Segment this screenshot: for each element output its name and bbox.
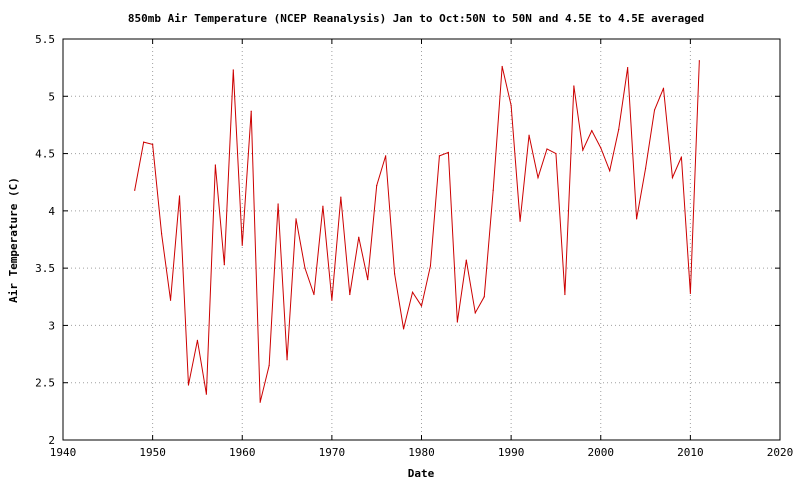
y-tick-label: 4 xyxy=(48,205,55,218)
x-tick-label: 1990 xyxy=(498,446,525,459)
x-tick-label: 1980 xyxy=(408,446,435,459)
y-tick-label: 4.5 xyxy=(35,148,55,161)
data-point-1993 xyxy=(537,177,539,179)
data-point-1983 xyxy=(447,151,449,154)
data-point-1988 xyxy=(492,189,494,191)
data-point-1981 xyxy=(429,265,432,267)
data-point-1984 xyxy=(456,321,458,323)
data-point-2004 xyxy=(636,218,638,220)
data-series xyxy=(134,60,700,403)
data-point-1957 xyxy=(214,164,216,166)
data-point-1987 xyxy=(483,296,485,298)
data-point-1991 xyxy=(519,220,521,222)
data-point-2006 xyxy=(653,109,656,111)
data-point-1953 xyxy=(178,195,181,197)
data-point-1965 xyxy=(286,359,288,361)
data-point-1975 xyxy=(376,185,378,187)
y-tick-label: 5.5 xyxy=(35,33,55,46)
data-point-1972 xyxy=(349,293,351,296)
data-point-2008 xyxy=(671,177,674,179)
data-point-1997 xyxy=(573,85,575,87)
data-point-1974 xyxy=(367,279,369,281)
y-tick-label: 3.5 xyxy=(35,262,55,275)
data-point-1995 xyxy=(555,152,557,155)
data-point-1961 xyxy=(250,110,252,112)
data-point-1951 xyxy=(160,233,163,235)
data-point-2000 xyxy=(600,147,602,149)
data-point-1971 xyxy=(340,196,342,198)
data-point-1996 xyxy=(564,293,566,296)
y-tick-label: 5 xyxy=(48,90,55,103)
x-tick-label: 2010 xyxy=(677,446,704,459)
data-point-1955 xyxy=(196,339,199,341)
data-point-1966 xyxy=(295,218,297,220)
data-point-1979 xyxy=(411,291,414,293)
data-point-1959 xyxy=(232,69,234,71)
data-point-1956 xyxy=(205,393,207,395)
data-point-2001 xyxy=(609,170,611,172)
y-axis: 2 2.5 3 3.5 4 4.5 5 5.5 xyxy=(35,33,780,447)
data-point-1973 xyxy=(358,236,360,238)
data-point-1999 xyxy=(591,130,593,132)
data-point-2007 xyxy=(662,87,665,89)
data-point-1990 xyxy=(510,104,512,107)
x-tick-label: 1970 xyxy=(319,446,346,459)
data-point-1992 xyxy=(528,134,530,136)
data-point-1989 xyxy=(501,65,503,68)
data-point-1952 xyxy=(169,299,172,301)
data-point-1985 xyxy=(465,259,467,261)
series-line-0 xyxy=(134,60,700,403)
data-point-1986 xyxy=(474,312,476,314)
data-point-1960 xyxy=(241,244,243,246)
data-point-1967 xyxy=(304,267,306,269)
plot-frame xyxy=(62,38,781,441)
data-point-2009 xyxy=(680,156,683,158)
data-point-1976 xyxy=(385,155,387,157)
grid-lines xyxy=(63,39,780,440)
data-point-1998 xyxy=(582,149,584,151)
data-point-1968 xyxy=(313,293,315,296)
chart-title: 850mb Air Temperature (NCEP Reanalysis) … xyxy=(128,12,704,25)
x-tick-label: 1960 xyxy=(229,446,256,459)
data-point-1962 xyxy=(259,401,261,403)
data-point-1963 xyxy=(268,364,270,367)
y-axis-label: Air Temperature (C) xyxy=(7,177,20,303)
data-point-2010 xyxy=(689,292,691,294)
x-tick-label: 1940 xyxy=(50,446,77,459)
data-point-1948 xyxy=(134,189,136,191)
data-point-2011 xyxy=(698,60,700,62)
y-tick-label: 2 xyxy=(48,434,55,447)
y-tick-label: 3 xyxy=(48,319,55,332)
x-tick-label: 2020 xyxy=(767,446,794,459)
x-tick-label: 2000 xyxy=(588,446,615,459)
data-point-1969 xyxy=(322,205,324,207)
data-point-1982 xyxy=(438,155,441,157)
data-point-1970 xyxy=(331,299,333,301)
data-point-2003 xyxy=(627,67,629,69)
x-axis: 1940 1950 1960 1970 1980 1990 2000 2010 2020 xyxy=(50,39,794,459)
y-tick-label: 2.5 xyxy=(35,377,55,390)
data-point-1980 xyxy=(420,305,423,307)
data-point-2002 xyxy=(618,128,620,131)
data-point-1977 xyxy=(394,273,396,275)
data-point-1954 xyxy=(187,384,190,386)
x-tick-label: 1950 xyxy=(139,446,166,459)
x-axis-label: Date xyxy=(408,467,435,480)
data-point-1958 xyxy=(223,264,225,266)
data-point-1964 xyxy=(277,203,279,205)
data-point-1950 xyxy=(152,143,154,146)
data-point-2005 xyxy=(644,167,647,170)
data-point-1994 xyxy=(546,148,548,150)
data-point-1949 xyxy=(143,141,145,143)
data-point-1978 xyxy=(402,328,405,330)
